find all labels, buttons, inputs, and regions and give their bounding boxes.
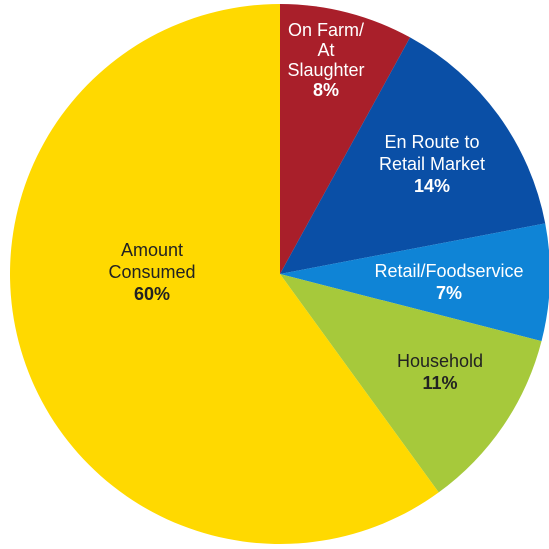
slice-label-line: At: [317, 40, 334, 60]
slice-value-label: 11%: [422, 373, 457, 393]
pie-slice-3: [280, 274, 542, 493]
slice-label-line: Household: [397, 351, 483, 371]
pie-slice-1: [280, 37, 546, 274]
slice-value-label: 8%: [313, 80, 339, 100]
slice-label-line: Slaughter: [287, 60, 364, 80]
pie-slice-2: [280, 223, 549, 342]
pie-slices: [9, 4, 549, 544]
slice-label-line: Retail Market: [379, 154, 485, 174]
slice-label-line: Retail/Foodservice: [374, 261, 523, 281]
slice-label-line: Amount: [121, 240, 183, 260]
slice-label-line: On Farm/: [288, 20, 364, 40]
pie-slice-0: [280, 4, 411, 274]
pie-slice-4: [9, 4, 439, 544]
slice-label-line: Consumed: [108, 262, 195, 282]
slice-value-label: 14%: [414, 176, 450, 196]
slice-value-label: 60%: [134, 284, 170, 304]
slice-label-line: En Route to: [384, 132, 479, 152]
slice-value-label: 7%: [436, 283, 462, 303]
